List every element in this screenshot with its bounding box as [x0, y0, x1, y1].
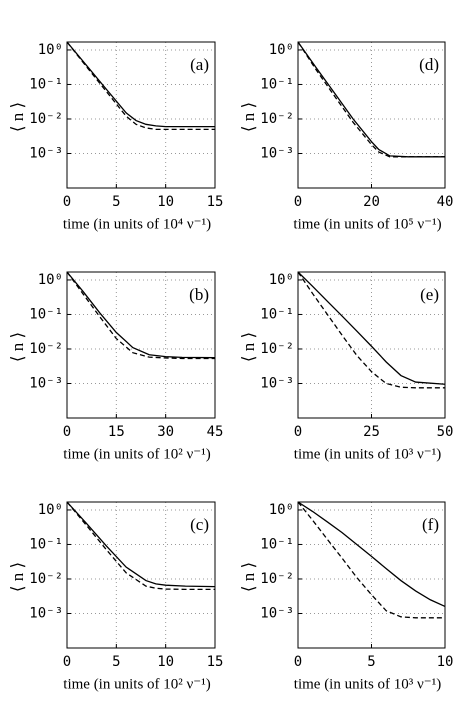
x-tick-label: 0	[294, 424, 302, 440]
data-line	[66, 41, 215, 131]
y-axis-label: ⟨ n ⟩	[239, 332, 258, 362]
x-tick-label: 0	[63, 194, 71, 210]
y-tick-label: 10⁰	[269, 42, 294, 58]
x-axis-label: time (in units of 10³ ν⁻¹)	[294, 446, 441, 462]
y-tick-label: 10⁻¹	[260, 536, 294, 552]
y-tick-label: 10⁻³	[29, 145, 63, 161]
panel-label: (f)	[422, 515, 439, 534]
x-tick-label: 15	[207, 194, 224, 210]
plot-frame	[66, 501, 216, 649]
plot-frame	[66, 271, 216, 419]
x-tick-label: 45	[207, 424, 224, 440]
x-axis-label: time (in units of 10³ ν⁻¹)	[294, 676, 441, 692]
panel-label: (d)	[419, 55, 439, 74]
plot-frame	[66, 41, 216, 189]
y-tick-label: 10⁰	[269, 272, 294, 288]
y-tick-label: 10⁻²	[260, 341, 294, 357]
x-tick-label: 5	[112, 654, 120, 670]
data-line	[297, 271, 445, 389]
x-axis-label: time (in units of 10² ν⁻¹)	[63, 676, 210, 692]
panel-label: (a)	[190, 55, 209, 74]
x-tick-label: 15	[108, 424, 125, 440]
y-tick-label: 10⁻¹	[260, 306, 294, 322]
x-tick-label: 0	[63, 654, 71, 670]
y-tick-label: 10⁻²	[260, 571, 294, 587]
x-tick-label: 5	[112, 194, 120, 210]
panel-label: (e)	[420, 285, 439, 304]
x-tick-label: 0	[294, 194, 302, 210]
data-line	[66, 501, 216, 588]
y-tick-label: 10⁻³	[29, 605, 63, 621]
data-line	[297, 501, 446, 608]
x-axis-label: time (in units of 10⁴ ν⁻¹)	[63, 216, 211, 232]
x-tick-label: 40	[437, 194, 454, 210]
y-tick-label: 10⁻³	[29, 375, 63, 391]
y-tick-label: 10⁻³	[260, 145, 294, 161]
data-line	[66, 41, 215, 128]
panel-label: (c)	[190, 515, 209, 534]
y-tick-label: 10⁻²	[260, 111, 294, 127]
x-axis-label: time (in units of 10⁵ ν⁻¹)	[293, 216, 441, 232]
y-tick-label: 10⁻¹	[29, 306, 63, 322]
y-axis-label: ⟨ n ⟩	[8, 332, 27, 362]
y-tick-label: 10⁻³	[260, 605, 294, 621]
x-tick-label: 50	[437, 424, 454, 440]
data-line	[297, 41, 445, 158]
y-tick-label: 10⁻²	[29, 571, 63, 587]
plot-frame	[297, 41, 446, 189]
y-axis-label: ⟨ n ⟩	[239, 562, 258, 592]
data-line	[66, 501, 215, 591]
y-tick-label: 10⁻¹	[260, 76, 294, 92]
panel-label: (b)	[189, 285, 209, 304]
x-tick-label: 5	[367, 654, 375, 670]
x-tick-label: 10	[437, 654, 454, 670]
x-tick-label: 10	[157, 654, 174, 670]
x-axis-label: time (in units of 10² ν⁻¹)	[63, 446, 210, 462]
y-tick-label: 10⁻³	[260, 375, 294, 391]
x-tick-label: 30	[157, 424, 174, 440]
y-tick-label: 10⁻¹	[29, 536, 63, 552]
x-tick-label: 20	[363, 194, 380, 210]
data-line	[66, 271, 216, 359]
x-tick-label: 0	[294, 654, 302, 670]
x-tick-label: 10	[157, 194, 174, 210]
y-tick-label: 10⁰	[269, 502, 294, 518]
plot-frame	[297, 501, 446, 649]
data-line	[66, 271, 215, 360]
y-tick-label: 10⁰	[38, 42, 63, 58]
y-axis-label: ⟨ n ⟩	[239, 102, 258, 132]
y-tick-label: 10⁻¹	[29, 76, 63, 92]
x-tick-label: 15	[207, 654, 224, 670]
x-tick-label: 25	[363, 424, 380, 440]
y-tick-label: 10⁰	[38, 272, 63, 288]
x-tick-label: 0	[63, 424, 71, 440]
y-tick-label: 10⁻²	[29, 111, 63, 127]
y-tick-label: 10⁰	[38, 502, 63, 518]
y-tick-label: 10⁻²	[29, 341, 63, 357]
y-axis-label: ⟨ n ⟩	[8, 562, 27, 592]
y-axis-label: ⟨ n ⟩	[8, 102, 27, 132]
data-line	[297, 271, 446, 385]
plot-frame	[297, 271, 446, 419]
